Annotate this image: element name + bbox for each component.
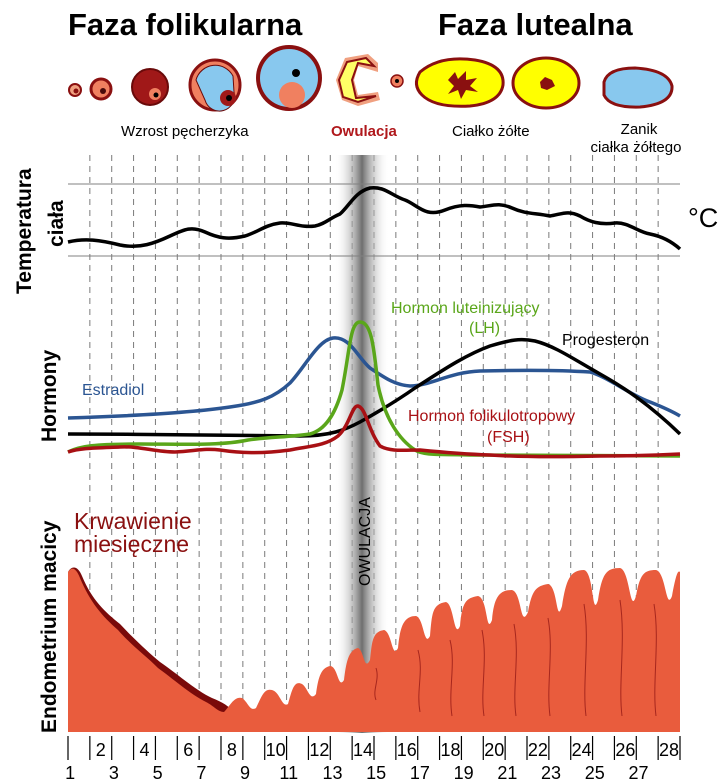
body-temperature-curve xyxy=(67,186,682,251)
day-label: 3 xyxy=(109,763,119,782)
fsh-label-1: Hormon folikulotropowy xyxy=(408,408,575,425)
day-label: 26 xyxy=(615,740,635,760)
day-label: 11 xyxy=(279,763,298,782)
lh-label-2: (LH) xyxy=(469,320,500,337)
day-label: 24 xyxy=(572,740,592,760)
day-label: 13 xyxy=(322,763,342,782)
corpus-luteum-label: Ciałko żółte xyxy=(452,123,530,140)
follicle-antral-icon xyxy=(188,58,242,112)
temperature-section-label-1: Temperatura xyxy=(13,168,36,294)
hormones-section-label: Hormony xyxy=(38,350,61,442)
follicle-secondary-icon xyxy=(131,68,169,106)
progesterone-label: Progesteron xyxy=(562,332,649,349)
day-label: 28 xyxy=(659,740,679,760)
day-label: 25 xyxy=(585,763,605,782)
corpus-luteum-atrophy-label-2: ciałka żółtego xyxy=(591,139,682,156)
fsh-curve xyxy=(67,404,681,459)
day-labels-even: 2 4 6 8 10 12 14 16 18 20 22 24 26 28 xyxy=(96,740,679,760)
follicle-growth-label: Wzrost pęcherzyka xyxy=(121,123,249,140)
endometrial-gland-lines xyxy=(374,599,657,717)
ruptured-follicle-icon xyxy=(336,54,404,106)
day-label: 4 xyxy=(139,740,149,760)
corpus-luteum-mature-icon xyxy=(511,56,581,110)
day-label: 20 xyxy=(484,740,504,760)
day-label: 17 xyxy=(410,763,430,782)
day-label: 14 xyxy=(353,740,373,760)
day-label: 12 xyxy=(309,740,329,760)
temperature-unit: °C xyxy=(688,203,718,233)
day-label: 19 xyxy=(454,763,474,782)
day-label: 27 xyxy=(628,763,648,782)
ovulation-band-label: OWULACJA xyxy=(357,497,374,586)
corpus-albicans-icon xyxy=(602,66,674,109)
day-label: 5 xyxy=(153,763,163,782)
day-labels-odd: 1 3 5 7 9 11 13 15 17 19 21 23 25 27 xyxy=(65,763,648,782)
menstruation-label-1: Krwawienie xyxy=(74,508,192,534)
follicle-graafian-icon xyxy=(256,45,322,111)
day-label: 15 xyxy=(366,763,386,782)
day-label: 2 xyxy=(96,740,106,760)
follicle-primary-icon xyxy=(89,77,113,101)
menstruation-label-2: miesięczne xyxy=(74,531,189,557)
corpus-luteum-atrophy-label-1: Zanik xyxy=(621,121,658,138)
day-label: 21 xyxy=(497,763,517,782)
luteal-phase-title: Faza lutealna xyxy=(438,7,633,42)
day-label: 22 xyxy=(528,740,548,760)
day-label: 10 xyxy=(266,740,286,760)
progesterone-curve xyxy=(67,337,682,438)
endometrium-surface xyxy=(68,568,680,732)
hormone-curves xyxy=(67,320,682,459)
day-label: 23 xyxy=(541,763,561,782)
estradiol-label: Estradiol xyxy=(82,382,144,399)
day-label: 7 xyxy=(196,763,206,782)
corpus-luteum-icon xyxy=(415,57,505,108)
day-label: 9 xyxy=(240,763,250,782)
follicle-primordial-icon xyxy=(68,83,82,97)
day-ticks xyxy=(67,736,681,760)
day-label: 8 xyxy=(227,740,237,760)
follicle-stage-icons xyxy=(68,45,674,112)
menstrual-blood-layer xyxy=(68,567,234,716)
fsh-label-2: (FSH) xyxy=(487,429,530,446)
day-label: 16 xyxy=(397,740,417,760)
temperature-section-label-2: ciała xyxy=(45,200,68,247)
day-label: 6 xyxy=(183,740,193,760)
endometrium-lining xyxy=(68,567,680,732)
follicular-phase-title: Faza folikularna xyxy=(68,7,303,42)
day-label: 18 xyxy=(440,740,460,760)
endometrium-section-label: Endometrium macicy xyxy=(38,520,61,733)
day-label: 1 xyxy=(65,763,75,782)
lh-label-1: Hormon luteinizujący xyxy=(391,300,540,317)
ovulation-stage-label: Owulacja xyxy=(331,123,398,140)
